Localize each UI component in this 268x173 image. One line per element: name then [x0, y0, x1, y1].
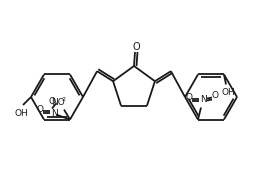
Text: OH: OH — [221, 88, 235, 97]
Text: O: O — [211, 91, 218, 100]
Text: N: N — [51, 109, 57, 118]
Text: OH: OH — [14, 108, 28, 117]
Text: O: O — [49, 97, 55, 106]
Text: N: N — [200, 95, 206, 104]
Text: 2: 2 — [61, 97, 65, 102]
Text: O: O — [36, 105, 43, 114]
Text: NO: NO — [51, 98, 65, 107]
Text: O: O — [185, 93, 192, 102]
Text: O: O — [132, 42, 140, 52]
